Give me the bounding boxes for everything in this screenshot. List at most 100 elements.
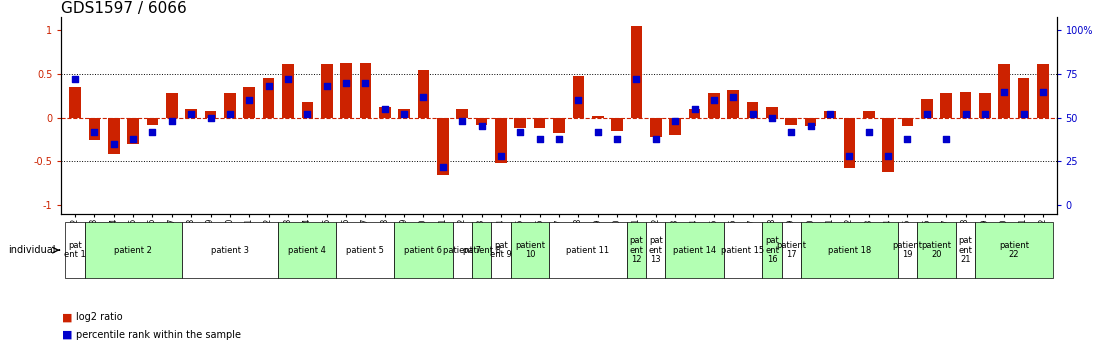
Bar (511, 222, 549, 278)
Bar (689, 109, 700, 118)
Bar (728, 90, 739, 118)
Bar (263, 78, 274, 118)
Text: ■: ■ (61, 313, 72, 322)
Bar (302, 102, 313, 118)
Point (473, 124, 491, 129)
Text: patient 7: patient 7 (443, 246, 481, 255)
Point (299, 111, 316, 117)
Bar (244, 87, 255, 118)
Point (589, 129, 607, 135)
Point (221, 111, 239, 117)
Bar (824, 111, 836, 118)
Point (705, 98, 723, 103)
Bar (224, 93, 236, 118)
Text: patient 11: patient 11 (567, 246, 609, 255)
Point (918, 111, 936, 117)
Bar (747, 102, 758, 118)
Bar (670, 118, 681, 135)
Bar (646, 222, 665, 278)
Bar (631, 26, 642, 118)
Point (608, 136, 626, 141)
Bar (917, 222, 956, 278)
Point (434, 164, 452, 169)
Bar (1038, 63, 1049, 118)
Point (66, 77, 84, 82)
Text: pat
ent 1: pat ent 1 (64, 241, 86, 259)
Bar (844, 118, 855, 168)
Point (937, 136, 955, 141)
Bar (805, 118, 816, 127)
Point (976, 111, 994, 117)
Bar (395, 222, 453, 278)
Bar (762, 222, 781, 278)
Bar (340, 63, 352, 118)
Point (357, 80, 375, 86)
Bar (278, 222, 337, 278)
Bar (650, 118, 662, 137)
Bar (108, 118, 120, 155)
Bar (398, 109, 410, 118)
Text: pat
ent
12: pat ent 12 (629, 236, 643, 264)
Point (627, 77, 645, 82)
Bar (282, 63, 294, 118)
Point (453, 118, 471, 124)
Text: patient 14: patient 14 (673, 246, 716, 255)
Bar (863, 111, 874, 118)
Bar (979, 93, 991, 118)
Point (724, 94, 742, 100)
Bar (186, 109, 197, 118)
Bar (437, 118, 448, 175)
Text: patient 18: patient 18 (827, 246, 871, 255)
Point (376, 106, 394, 112)
Point (879, 154, 897, 159)
Point (395, 111, 413, 117)
Bar (514, 118, 527, 128)
Bar (959, 91, 972, 118)
Point (647, 136, 665, 141)
Point (821, 111, 838, 117)
Bar (85, 222, 181, 278)
Point (338, 80, 356, 86)
Point (666, 118, 684, 124)
Text: pat
ent
16: pat ent 16 (765, 236, 779, 264)
Text: patient
19: patient 19 (892, 241, 922, 259)
Bar (181, 222, 278, 278)
Text: patient
10: patient 10 (515, 241, 544, 259)
Bar (88, 118, 101, 140)
Bar (723, 222, 762, 278)
Text: pat
ent
21: pat ent 21 (958, 236, 973, 264)
Bar (127, 118, 139, 144)
Text: ■: ■ (61, 330, 72, 339)
Point (860, 129, 878, 135)
Text: GDS1597 / 6066: GDS1597 / 6066 (61, 1, 187, 16)
Bar (956, 222, 975, 278)
Bar (337, 222, 395, 278)
Text: patient 6: patient 6 (405, 246, 443, 255)
Point (1015, 111, 1033, 117)
Bar (360, 63, 371, 118)
Text: patient 2: patient 2 (114, 246, 152, 255)
Text: patient 5: patient 5 (347, 246, 385, 255)
Point (124, 136, 142, 141)
Bar (453, 222, 472, 278)
Point (143, 129, 161, 135)
Bar (418, 70, 429, 118)
Text: patient
20: patient 20 (921, 241, 951, 259)
Text: patient
17: patient 17 (776, 241, 806, 259)
Bar (1017, 78, 1030, 118)
Bar (786, 118, 797, 125)
Bar (921, 99, 932, 118)
Point (995, 89, 1013, 94)
Bar (65, 222, 85, 278)
Point (85, 129, 103, 135)
Bar (998, 63, 1010, 118)
Bar (533, 118, 546, 128)
Bar (167, 93, 178, 118)
Bar (472, 222, 491, 278)
Point (899, 136, 917, 141)
Point (743, 111, 761, 117)
Text: individual: individual (9, 245, 56, 255)
Point (1034, 89, 1052, 94)
Point (841, 154, 859, 159)
Bar (476, 118, 487, 125)
